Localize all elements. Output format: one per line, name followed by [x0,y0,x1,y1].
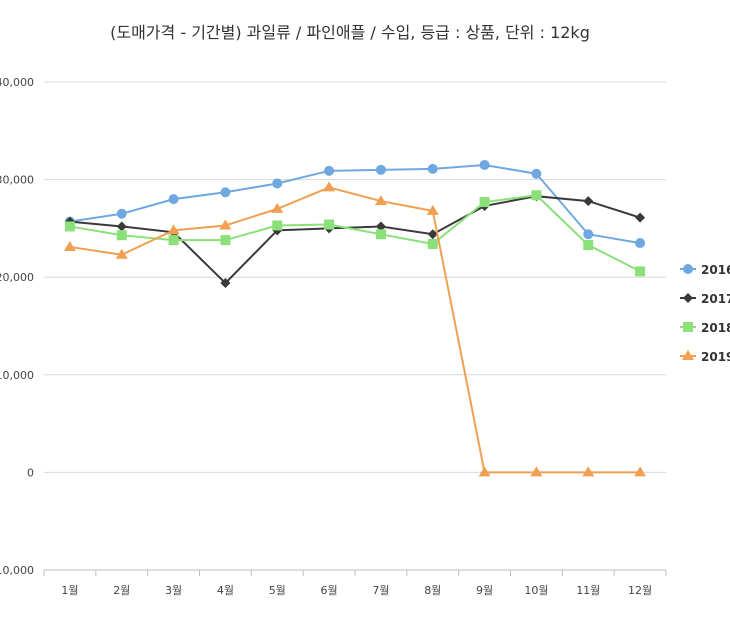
data-point [324,165,335,176]
data-point [272,178,283,189]
data-point [63,240,76,251]
data-point [220,278,231,289]
series-2016 [64,159,646,249]
data-point [375,164,386,175]
x-tick-label: 5월 [269,584,286,597]
data-point [323,181,336,192]
legend-label: 2018 [701,321,730,335]
data-point [583,196,594,207]
data-point [478,466,491,477]
x-tick-label: 4월 [217,584,234,597]
data-point [115,248,128,259]
legend-label: 2017 [701,292,730,306]
data-point [374,195,387,206]
data-point [427,239,438,250]
y-tick-label: -10,000 [0,564,34,577]
legend-item-2019[interactable]: 2019 [680,350,730,364]
legend-label: 2016 [701,263,730,277]
data-point [635,266,646,277]
series-2018 [64,190,646,277]
chart-title: (도매가격 - 기간별) 과일류 / 파인애플 / 수입, 등급 : 상품, 단… [110,23,590,42]
data-point [271,202,284,213]
y-tick-label: 10,000 [0,369,34,382]
x-tick-label: 3월 [165,584,182,597]
data-point [427,229,438,240]
data-point [116,230,127,241]
y-tick-label: 0 [27,466,34,479]
series-line [69,195,641,285]
data-point [479,197,490,208]
data-point [272,220,283,231]
legend-marker [683,264,693,274]
series-2019 [63,181,647,477]
legend-item-2017[interactable]: 2017 [680,292,730,306]
y-axis: 40,000 30,000 20,000 10,000 0 -10,000 [0,76,34,577]
data-point [64,221,75,232]
data-point [116,208,127,219]
data-point [479,159,490,170]
grid-lines [44,81,666,571]
x-tick-label: 9월 [476,584,493,597]
data-point [530,466,543,477]
data-point [375,229,386,240]
data-point [375,221,386,232]
series-line [69,186,641,474]
data-point [220,235,231,246]
legend-marker [683,293,693,303]
data-point [324,219,335,230]
legend-marker [682,350,694,360]
legend-label: 2019 [701,350,730,364]
data-point [168,235,179,246]
x-tick-label: 2월 [113,584,130,597]
x-tick-label: 6월 [321,584,338,597]
series-line [69,163,641,245]
legend-marker [683,322,693,332]
data-point [219,219,232,230]
data-point [583,229,594,240]
data-point [116,221,127,232]
y-tick-label: 40,000 [0,76,34,89]
data-point [531,190,542,201]
data-point [167,224,180,235]
data-point [220,187,231,198]
data-point [582,466,595,477]
x-tick-label: 10월 [524,584,548,597]
data-point [634,466,647,477]
series-lines [63,159,647,477]
legend-item-2018[interactable]: 2018 [680,321,730,335]
x-tick-label: 7월 [372,584,389,597]
data-point [426,204,439,215]
data-point [635,238,646,249]
legend-item-2016[interactable]: 2016 [680,263,730,277]
x-tick-label: 12월 [628,584,652,597]
x-tick-label: 11월 [576,584,600,597]
data-point [427,163,438,174]
x-axis: 1월 2월 3월 4월 5월 6월 7월 8월 9월 10월 11월 12월 [43,569,667,597]
y-tick-label: 30,000 [0,174,34,187]
legend[interactable]: 2016 2017 2018 2019 [680,263,730,364]
x-tick-label: 1월 [61,584,78,597]
data-point [531,168,542,179]
series-line [69,194,641,273]
y-tick-label: 20,000 [0,271,34,284]
data-point [168,194,179,205]
data-point [635,212,646,223]
data-point [583,239,594,250]
x-tick-label: 8월 [424,584,441,597]
